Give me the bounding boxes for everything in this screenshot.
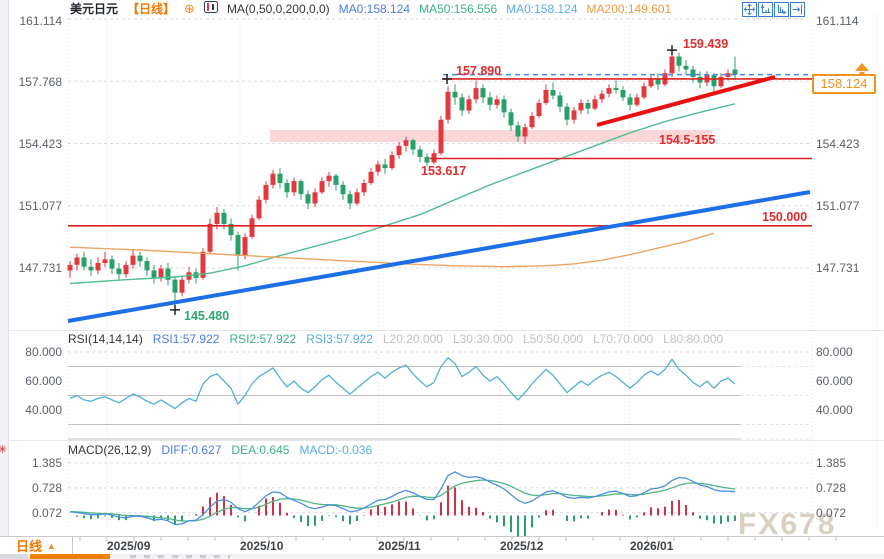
hidden-tab-gray xyxy=(0,554,28,559)
rsi3-value: RSI3:57.922 xyxy=(306,332,373,346)
price-label-left: 147.731 xyxy=(18,261,62,275)
rsi-l20: L20:20.000 xyxy=(382,332,443,346)
rsi-title: RSI(14,14,14) xyxy=(68,332,143,346)
support-zone-annotation: 154.5-155 xyxy=(659,133,716,147)
rsi-l80: L80:80.000 xyxy=(663,332,724,346)
ma0-value-2: MA0:158.124 xyxy=(506,1,578,16)
rsi-label-right: 80.000 xyxy=(816,345,853,359)
symbol-title: 美元日元 xyxy=(70,2,119,16)
rsi-header: RSI(14,14,14) RSI1:57.922 RSI2:57.922 RS… xyxy=(68,332,723,346)
chart-header: 美元日元 【日线】 ⊕ MA(0,50,0,200,0,0) MA0:158.1… xyxy=(70,1,671,16)
rsi-label-left: 80.000 xyxy=(25,345,62,359)
hidden-tab-marks xyxy=(130,555,230,558)
price-label-left: 154.423 xyxy=(18,137,62,151)
macd-title: MACD(26,12,9) xyxy=(68,443,152,457)
hidden-tab-active[interactable] xyxy=(30,554,110,559)
rsi-l50: L50:50.000 xyxy=(523,332,584,346)
rsi-l70: L70:70.000 xyxy=(593,332,654,346)
macd-label-left: 0.072 xyxy=(31,506,62,520)
ma0-value: MA0:158.124 xyxy=(338,1,411,16)
ma200-value: MA200:149.601 xyxy=(586,1,672,16)
price-label-right: 154.423 xyxy=(816,137,860,151)
rsi-label-left: 40.000 xyxy=(25,403,62,417)
price-label-left: 161.114 xyxy=(19,14,63,28)
fit-left-axis-icon[interactable] xyxy=(758,2,773,17)
macd-dea-value: DEA:0.645 xyxy=(231,443,290,457)
macd-label-left: 0.728 xyxy=(31,481,62,495)
macd-value: MACD:-0.036 xyxy=(299,443,373,457)
time-axis-row xyxy=(0,536,884,554)
rsi-label-left: 60.000 xyxy=(25,374,62,388)
price-label-left: 151.077 xyxy=(18,199,62,213)
indicator-burst-icon[interactable]: ✳ xyxy=(0,444,8,456)
month-label: 2025/12 xyxy=(500,539,544,553)
pan-icon[interactable] xyxy=(742,2,757,17)
left-toolbar-strip xyxy=(0,0,9,536)
shift-right-icon[interactable] xyxy=(790,2,805,17)
ma-settings-label: MA(0,50,0,200,0,0) xyxy=(226,1,330,16)
rsi2-value: RSI2:57.922 xyxy=(229,332,297,346)
price-label-left: 157.768 xyxy=(18,75,62,89)
rsi1-value: RSI1:57.922 xyxy=(152,332,220,346)
macd-label-left: 1.385 xyxy=(31,456,62,470)
tab-caret-icon: ▲ xyxy=(47,540,56,551)
macd-label-right: 0.728 xyxy=(816,481,847,495)
rsi-label-right: 40.000 xyxy=(816,403,853,417)
support-mid-annotation: 153.617 xyxy=(421,164,467,178)
macd-label-right: 0.072 xyxy=(816,506,847,520)
tab-daily-label: 日线 xyxy=(16,539,43,554)
price-label-right: 147.731 xyxy=(816,261,860,275)
tab-daily[interactable]: 日线 ▲ xyxy=(0,537,73,554)
watermark: FX678 xyxy=(738,508,837,541)
current-price-badge: 158.124 xyxy=(812,74,876,94)
resistance-annotation: 157.890 xyxy=(456,64,502,78)
chart-toolbar xyxy=(742,2,805,17)
price-label-right: 151.077 xyxy=(816,199,860,213)
month-label: 2025/11 xyxy=(378,539,421,553)
ma50-value: MA50:156.556 xyxy=(419,1,498,16)
rsi-l30: L30:30.000 xyxy=(452,332,513,346)
rsi-label-right: 60.000 xyxy=(816,374,853,388)
low-price-annotation: 145.480 xyxy=(184,309,230,323)
add-indicator-icon[interactable]: ⊕ xyxy=(184,1,195,16)
period-label: 【日线】 xyxy=(127,2,176,16)
macd-header: MACD(26,12,9) DIFF:0.627 DEA:0.645 MACD:… xyxy=(68,443,372,457)
price-label-right: 161.114 xyxy=(816,14,859,28)
hidden-tab-row xyxy=(0,554,884,559)
panel-separator xyxy=(8,330,884,331)
month-label: 2025/09 xyxy=(107,539,151,553)
month-label: 2026/01 xyxy=(630,539,674,553)
macd-label-right: 1.385 xyxy=(816,456,847,470)
fit-right-axis-icon[interactable] xyxy=(774,2,789,17)
macd-diff-value: DIFF:0.627 xyxy=(161,443,222,457)
high-price-annotation: 159.439 xyxy=(683,37,729,51)
candlestick-mini-icon xyxy=(203,1,218,16)
month-label: 2025/10 xyxy=(240,539,284,553)
round-level-annotation: 150.000 xyxy=(762,210,808,224)
panel-separator xyxy=(8,440,884,441)
